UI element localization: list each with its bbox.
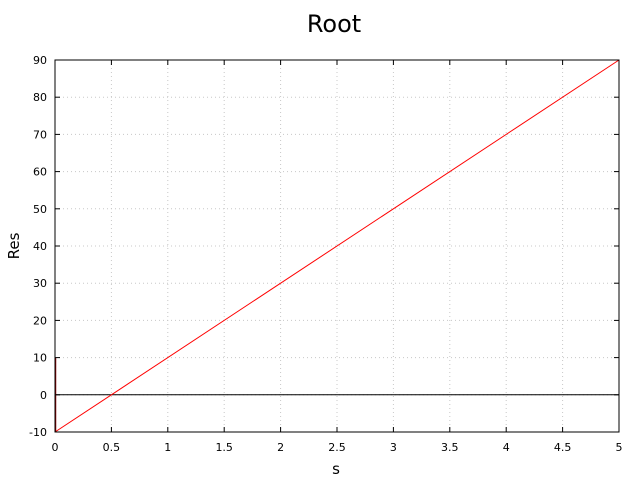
x-tick-label: 3 — [390, 441, 397, 454]
x-tick-label: 3.5 — [441, 441, 459, 454]
y-tick-label: 20 — [33, 314, 47, 327]
y-tick-label: 40 — [33, 240, 47, 253]
y-tick-label: 60 — [33, 166, 47, 179]
y-axis-title: Res — [5, 232, 23, 259]
y-tick-label: -10 — [29, 426, 47, 439]
y-tick-label: 70 — [33, 128, 47, 141]
x-tick-labels: 0 0.5 1 1.5 2 2.5 3 3.5 4 4.5 5 — [52, 441, 623, 454]
y-tick-label: 50 — [33, 203, 47, 216]
y-tick-label: 90 — [33, 54, 47, 67]
x-tick-label: 2.5 — [328, 441, 346, 454]
y-tick-label: 0 — [40, 389, 47, 402]
y-tick-label: 30 — [33, 277, 47, 290]
y-tick-labels: -10 0 10 20 30 40 50 60 70 80 90 — [29, 54, 47, 439]
series-line — [54, 59, 620, 433]
ticks — [54, 59, 620, 433]
y-tick-label: 10 — [33, 352, 47, 365]
x-tick-label: 4 — [503, 441, 510, 454]
x-tick-label: 1 — [164, 441, 171, 454]
y-tick-label: 80 — [33, 91, 47, 104]
x-tick-label: 5 — [616, 441, 623, 454]
x-axis-title: s — [332, 460, 340, 478]
x-tick-label: 1.5 — [215, 441, 233, 454]
x-tick-label: 2 — [277, 441, 284, 454]
x-tick-label: 0 — [52, 441, 59, 454]
x-tick-label: 4.5 — [554, 441, 572, 454]
chart-title: Root — [307, 10, 361, 38]
x-tick-label: 0.5 — [103, 441, 121, 454]
